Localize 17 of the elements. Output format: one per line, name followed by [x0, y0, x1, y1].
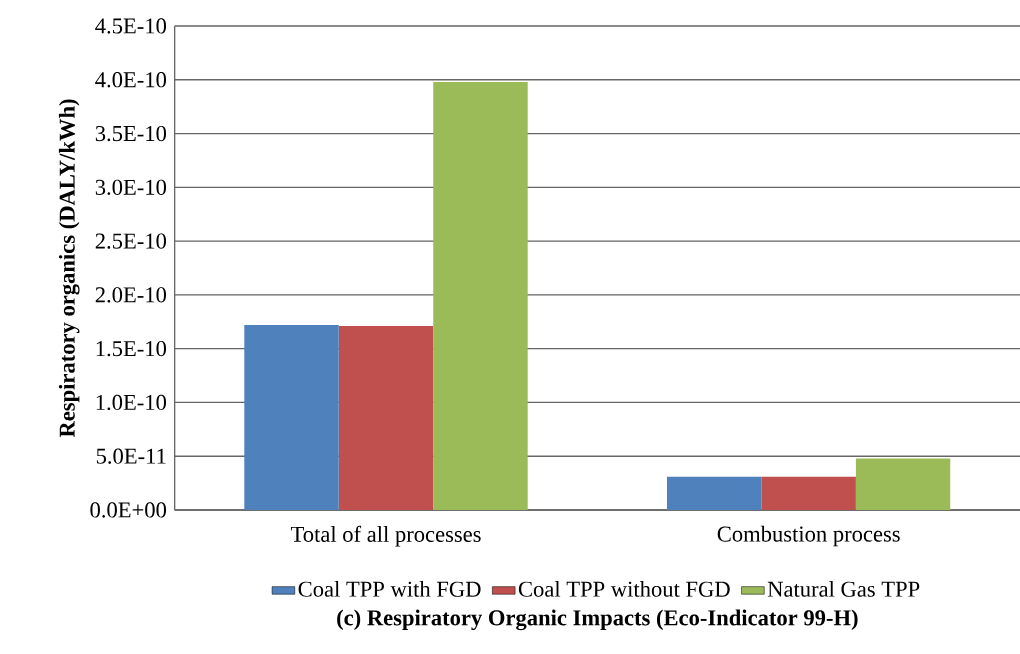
text: (c) Respiratory Organic Impacts (Eco-Indicator 99-H) — [337, 609, 858, 631]
y-tick-label: 1.5E-10 — [96, 341, 167, 357]
y-tick-label: 4.5E-10 — [95, 18, 167, 34]
y-tick-label: 1.0E-10 — [96, 394, 167, 411]
x-tick-label: Total of all processes — [290, 525, 481, 547]
y-tick-label: 0.0E+00 — [90, 502, 167, 518]
y-tick-label: 2.5E-10 — [95, 233, 167, 249]
y-tick-label: 3.0E-10 — [95, 179, 167, 195]
x-tick-label: Combustion process — [717, 525, 900, 547]
legend-label: Coal TPP with FGD — [298, 580, 481, 597]
legend-label: Natural Gas TPP — [767, 580, 920, 597]
y-tick-label: 2.0E-10 — [95, 287, 167, 303]
y-tick-label: 3.5E-10 — [95, 125, 167, 142]
y-axis-title: Respiratory organics (DALY/kWh) — [58, 99, 80, 438]
legend-label: Coal TPP without FGD — [518, 580, 730, 597]
y-tick-label: 4.0E-10 — [95, 72, 167, 88]
y-tick-label: 5.0E-11 — [96, 448, 166, 464]
